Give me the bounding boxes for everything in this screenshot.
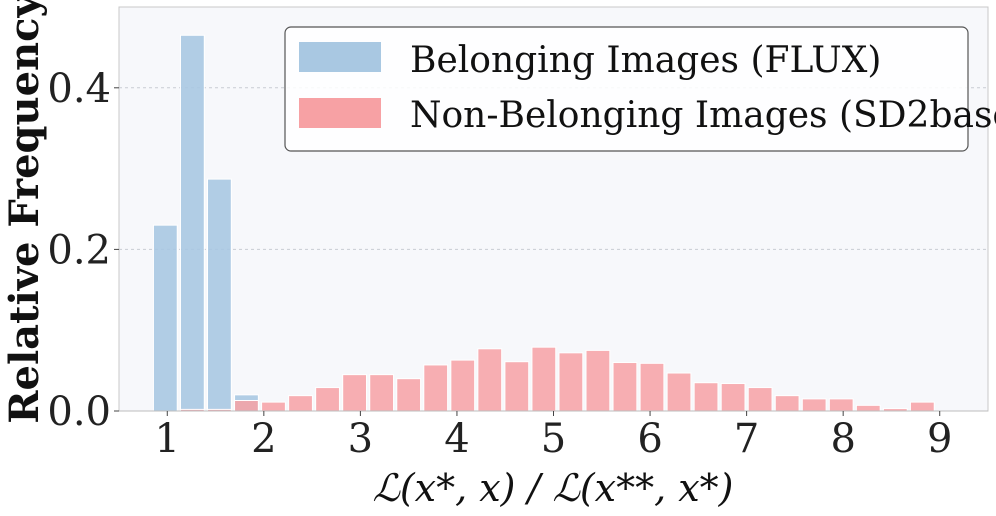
bar-sd2base-16 (612, 362, 638, 412)
x-tick-label-7: 8 (830, 416, 855, 462)
bar-flux-1 (179, 34, 205, 412)
bar-flux-2 (207, 178, 232, 412)
bar-sd2base-22 (774, 395, 800, 412)
bar-sd2base-18 (666, 372, 692, 412)
x-tick-label-1: 2 (251, 416, 276, 462)
bar-sd2base-9 (423, 364, 449, 412)
bar-sd2base-15 (585, 349, 611, 412)
bar-sd2base-7 (369, 374, 395, 412)
y-axis-label: Relative Frequency (1, 0, 48, 424)
legend-swatch-flux (299, 42, 381, 72)
x-tick-label-6: 7 (734, 416, 759, 462)
legend-label-flux: Belonging Images (FLUX) (410, 40, 881, 81)
bar-sd2base-14 (558, 352, 584, 412)
x-axis-label: ℒ(x*, x) / ℒ(x**, x*) (372, 466, 733, 510)
x-tick-labels: 1 2 3 4 5 6 7 8 9 (155, 411, 952, 462)
legend-label-sd2base: Non-Belonging Images (SD2base) (410, 95, 996, 136)
bar-sd2base-21 (747, 387, 773, 412)
legend-box (284, 26, 969, 152)
y-tick-labels: 0.0 0.2 0.4 (47, 66, 119, 435)
legend: Belonging Images (FLUX) Non-Belonging Im… (284, 26, 996, 152)
x-tick-label-5: 6 (637, 416, 662, 462)
x-tick-label-0: 1 (155, 416, 180, 462)
bar-sd2base-3 (261, 401, 286, 412)
bar-sd2base-24 (828, 398, 854, 412)
x-tick-label-3: 4 (444, 416, 469, 462)
bar-sd2base-4 (288, 395, 313, 412)
x-tick-label-2: 3 (348, 416, 373, 462)
x-tick-label-4: 5 (541, 416, 566, 462)
y-tick-label-0: 0.0 (47, 389, 111, 435)
bar-sd2base-10 (450, 359, 476, 412)
bars (152, 34, 935, 412)
bar-sd2base-12 (504, 361, 530, 412)
bar-flux-0 (152, 224, 178, 412)
x-tick-label-8: 9 (927, 416, 952, 462)
bar-sd2base-6 (342, 374, 367, 412)
bar-sd2base-5 (315, 387, 340, 412)
bar-sd2base-2 (234, 399, 259, 412)
bar-sd2base-23 (801, 398, 827, 412)
bar-sd2base-8 (396, 378, 422, 412)
bar-sd2base-20 (720, 383, 746, 412)
y-tick-label-2: 0.4 (47, 66, 111, 112)
bar-sd2base-27 (909, 401, 935, 412)
bar-sd2base-25 (855, 404, 881, 412)
bar-sd2base-17 (639, 362, 665, 412)
bar-sd2base-19 (693, 382, 719, 412)
bar-sd2base-13 (531, 346, 557, 412)
bar-sd2base-11 (477, 348, 503, 412)
y-tick-label-1: 0.2 (47, 227, 111, 273)
legend-swatch-sd2base (299, 98, 381, 128)
